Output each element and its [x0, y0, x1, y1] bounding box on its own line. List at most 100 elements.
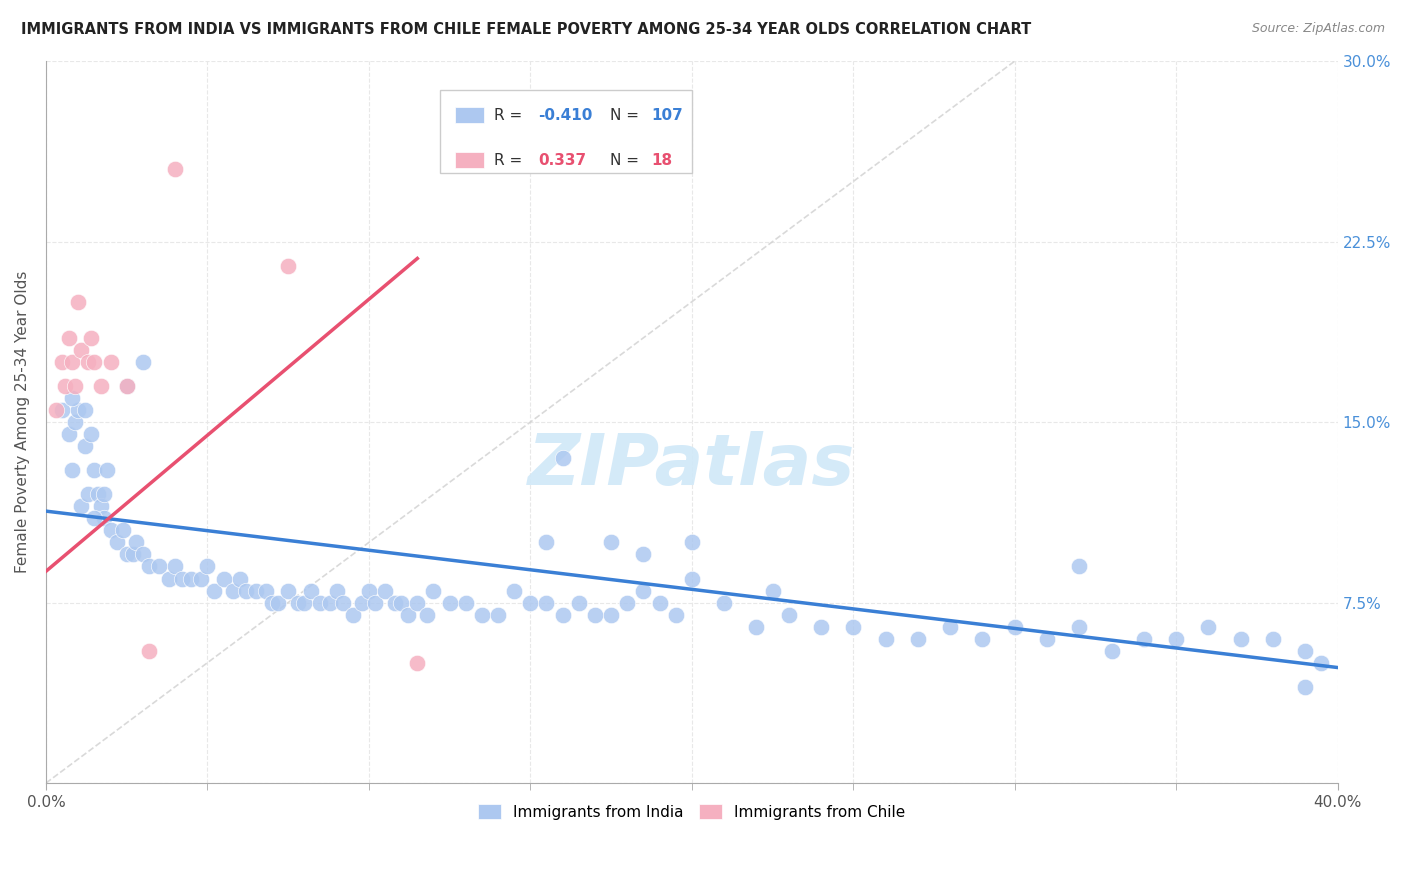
Point	[374, 583, 396, 598]
Text: -0.410: -0.410	[538, 108, 592, 123]
Point	[70, 343, 93, 357]
Point	[125, 535, 148, 549]
Point	[665, 607, 688, 622]
Point	[325, 583, 347, 598]
Legend: Immigrants from India, Immigrants from Chile: Immigrants from India, Immigrants from C…	[472, 797, 911, 826]
Point	[503, 583, 526, 598]
Point	[568, 596, 591, 610]
Point	[67, 294, 90, 309]
Point	[1069, 559, 1091, 574]
Point	[332, 596, 354, 610]
Point	[1310, 656, 1333, 670]
Point	[551, 607, 574, 622]
Point	[939, 619, 962, 633]
Y-axis label: Female Poverty Among 25-34 Year Olds: Female Poverty Among 25-34 Year Olds	[15, 271, 30, 574]
Point	[60, 355, 83, 369]
Point	[260, 596, 283, 610]
Point	[105, 535, 128, 549]
Point	[138, 559, 160, 574]
Text: R =: R =	[494, 108, 527, 123]
Point	[713, 596, 735, 610]
Point	[633, 583, 655, 598]
Point	[319, 596, 342, 610]
Point	[471, 607, 494, 622]
Point	[1229, 632, 1251, 646]
Point	[277, 259, 299, 273]
Point	[51, 355, 73, 369]
Point	[439, 596, 461, 610]
Point	[352, 596, 374, 610]
Point	[90, 500, 112, 514]
Point	[157, 572, 180, 586]
Point	[170, 572, 193, 586]
Point	[778, 607, 800, 622]
Point	[115, 379, 138, 393]
Point	[486, 607, 509, 622]
Point	[254, 583, 277, 598]
Text: 18: 18	[652, 153, 673, 168]
Point	[83, 355, 105, 369]
Point	[60, 391, 83, 405]
Point	[77, 487, 100, 501]
Point	[1036, 632, 1059, 646]
Point	[165, 162, 187, 177]
Text: IMMIGRANTS FROM INDIA VS IMMIGRANTS FROM CHILE FEMALE POVERTY AMONG 25-34 YEAR O: IMMIGRANTS FROM INDIA VS IMMIGRANTS FROM…	[21, 22, 1032, 37]
Point	[536, 596, 558, 610]
Point	[364, 596, 387, 610]
Point	[222, 583, 245, 598]
Text: R =: R =	[494, 153, 533, 168]
Point	[1294, 680, 1316, 694]
Point	[165, 559, 187, 574]
Point	[1261, 632, 1284, 646]
Point	[396, 607, 419, 622]
Point	[115, 379, 138, 393]
Point	[212, 572, 235, 586]
Point	[180, 572, 202, 586]
Point	[422, 583, 444, 598]
Point	[277, 583, 299, 598]
Point	[600, 535, 623, 549]
Point	[907, 632, 929, 646]
Point	[115, 548, 138, 562]
FancyBboxPatch shape	[440, 90, 692, 173]
Text: 0.337: 0.337	[538, 153, 586, 168]
Point	[972, 632, 994, 646]
Point	[519, 596, 541, 610]
Text: N =: N =	[610, 153, 650, 168]
Bar	[456, 153, 484, 168]
Point	[681, 535, 703, 549]
Point	[309, 596, 332, 610]
Point	[292, 596, 315, 610]
Point	[202, 583, 225, 598]
Point	[406, 596, 429, 610]
Point	[73, 439, 96, 453]
Point	[245, 583, 267, 598]
Point	[197, 559, 219, 574]
Point	[80, 331, 103, 345]
Point	[77, 355, 100, 369]
Point	[112, 524, 135, 538]
Point	[63, 379, 86, 393]
Text: Source: ZipAtlas.com: Source: ZipAtlas.com	[1251, 22, 1385, 36]
Point	[83, 511, 105, 525]
Point	[616, 596, 638, 610]
Point	[93, 511, 115, 525]
Point	[875, 632, 897, 646]
Point	[1166, 632, 1188, 646]
Point	[90, 379, 112, 393]
Point	[745, 619, 768, 633]
Point	[267, 596, 290, 610]
Point	[96, 463, 118, 477]
Bar	[456, 107, 484, 123]
Point	[93, 487, 115, 501]
Point	[1294, 643, 1316, 657]
Point	[1133, 632, 1156, 646]
Point	[600, 607, 623, 622]
Point	[287, 596, 309, 610]
Point	[122, 548, 145, 562]
Point	[389, 596, 412, 610]
Point	[551, 451, 574, 466]
Point	[1101, 643, 1123, 657]
Point	[681, 572, 703, 586]
Point	[83, 463, 105, 477]
